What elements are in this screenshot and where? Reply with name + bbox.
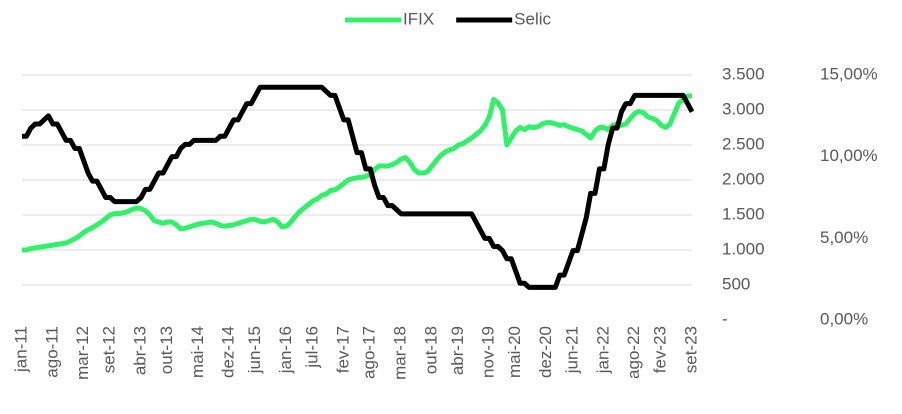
legend-label: Selic [514,9,551,28]
x-tick-label: fev-17 [333,326,352,373]
x-tick-label: abr-13 [130,326,149,375]
series-line [22,93,692,253]
y-tick-label: 2.500 [722,134,765,153]
x-tick-label: set-12 [100,326,119,373]
x-tick-label: jun-21 [562,326,581,374]
y-tick-label: - [722,309,728,328]
y2-tick-label: 0,00% [820,309,868,328]
x-tick-label: dez-14 [219,326,238,378]
x-tick-label: out-13 [157,326,176,374]
x-tick-label: mar-12 [73,326,92,380]
legend-label: IFIX [403,9,434,28]
x-tick-label: ago-11 [42,326,61,378]
x-tick-label: jan-11 [11,326,30,373]
x-tick-label: dez-20 [536,326,555,378]
y2-tick-label: 5,00% [820,228,868,247]
x-tick-label: nov-19 [479,326,498,378]
x-tick-label: mai-20 [505,326,524,378]
x-tick-label: fev-23 [651,326,670,373]
x-tick-label: mai-14 [188,326,207,378]
y-tick-label: 500 [722,274,750,293]
x-tick-label: ago-22 [624,326,643,379]
series-line [22,84,695,290]
x-tick-label: ago-17 [360,326,379,379]
y-tick-label: 3.500 [722,64,765,83]
x-tick-label: jan-22 [593,326,612,374]
y2-tick-label: 10,00% [820,146,878,165]
y-tick-label: 2.000 [722,169,765,188]
x-tick-label: set-23 [681,326,700,373]
y-tick-label: 1.000 [722,239,765,258]
y2-tick-label: 15,00% [820,64,878,83]
x-tick-label: abr-19 [448,326,467,375]
x-tick-label: jan-16 [276,326,295,374]
x-tick-label: out-18 [421,326,440,374]
x-tick-label: mar-18 [391,326,410,380]
x-tick-label: jun-15 [245,326,264,374]
y-tick-label: 1.500 [722,204,765,223]
y-tick-label: 3.000 [722,99,765,118]
x-tick-label: jul-16 [302,326,321,369]
